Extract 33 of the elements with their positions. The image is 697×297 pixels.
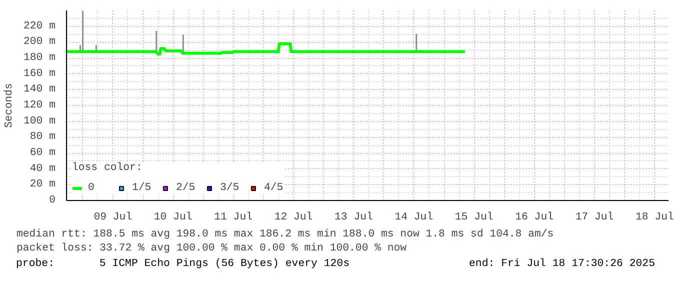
x-tick-label: 10 Jul — [154, 212, 192, 224]
y-tick-label: 60 m — [30, 147, 56, 159]
x-tick-label: 18 Jul — [636, 212, 674, 224]
y-tick-label: 0 — [49, 194, 56, 206]
x-tick-label: 15 Jul — [454, 212, 494, 224]
text: median rtt: 188.5 ms avg 198.0 ms max 186.2 ms min 188.0 ms now 1.8 ms sd 104.8 am/s — [16, 228, 554, 240]
y-tick-label: 180 m — [24, 52, 56, 64]
text: probe: 5 ICMP Echo Pings (56 Bytes) every 120s — [16, 257, 350, 272]
legend-label: 2/5 — [176, 182, 196, 194]
y-tick-label: 80 m — [30, 131, 56, 144]
y-tick-label: 40 m — [30, 162, 56, 175]
x-tick-label: 17 Jul — [575, 212, 614, 224]
legend-label: 4/5 — [264, 182, 284, 194]
x-tick-label: 14 Jul — [394, 212, 434, 224]
y-tick-label: 220 m — [24, 20, 56, 32]
y-tick-label: 160 m — [24, 68, 56, 80]
legend-label: 1/5 — [132, 182, 152, 194]
text: packet loss: 33.72 % avg 100.00 % max 0.00 % min 100.00 % now — [16, 242, 408, 254]
y-tick-label: 200 m — [24, 36, 56, 48]
y-tick-label: 100 m — [24, 115, 56, 128]
x-tick-label: 09 Jul — [94, 212, 132, 224]
y-tick-label: 140 m — [24, 84, 56, 96]
legend-title: loss color: — [72, 162, 144, 174]
x-tick-label: 13 Jul — [334, 212, 373, 224]
x-tick-label: 12 Jul — [274, 212, 313, 224]
x-tick-label: 11 Jul — [214, 212, 252, 224]
x-tick-label: 16 Jul — [515, 212, 554, 224]
legend-label: 0 — [88, 182, 96, 194]
y-tick-label: 20 m — [30, 178, 56, 191]
legend-label: 3/5 — [220, 182, 240, 194]
y-axis-title: Seconds — [4, 83, 16, 128]
y-tick-label: 120 m — [24, 100, 56, 112]
text: end: Fri Jul 18 17:30:26 2025 — [469, 257, 655, 272]
